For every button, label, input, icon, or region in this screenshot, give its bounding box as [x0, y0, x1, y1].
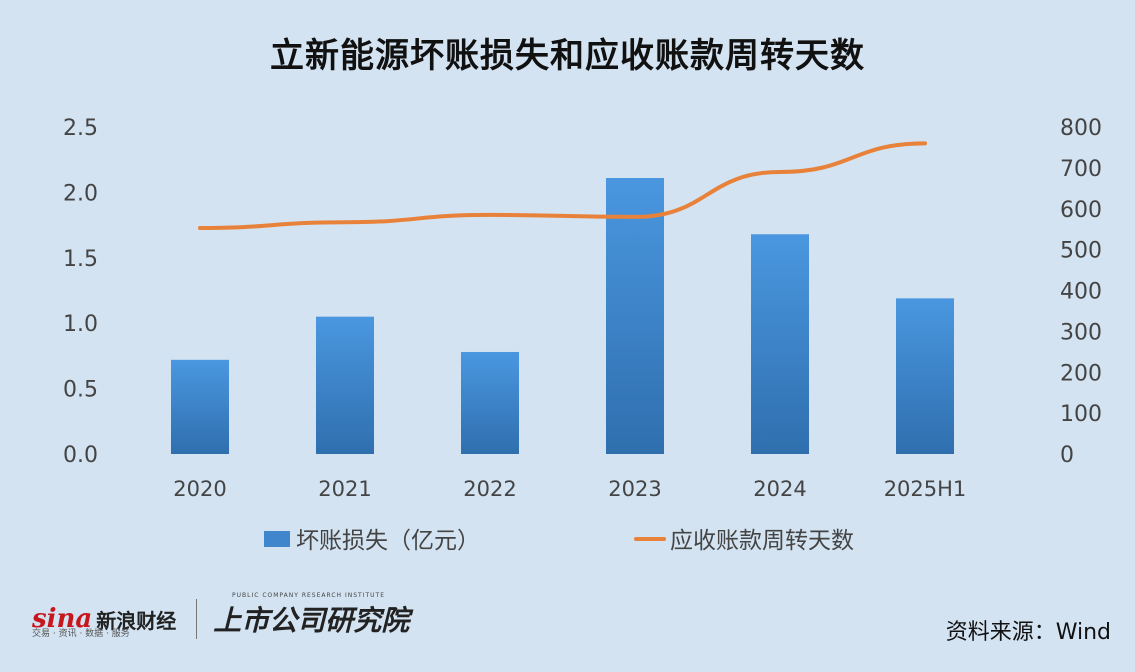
institute-logo-name: 上市公司研究院 — [213, 604, 410, 637]
x-axis-tick-label: 2023 — [608, 477, 661, 501]
left-axis-tick-label: 2.0 — [63, 181, 98, 206]
sina-logo-mark: sina — [32, 604, 93, 634]
x-axis-tick-label: 2020 — [173, 477, 226, 501]
right-axis-tick-label: 100 — [1060, 402, 1102, 427]
logo-divider — [196, 599, 198, 639]
bar — [171, 359, 229, 454]
x-axis-tick-label: 2022 — [463, 477, 516, 501]
left-axis-tick-label: 0.0 — [63, 443, 98, 468]
left-axis-tick-label: 2.5 — [63, 116, 98, 141]
data-source: 资料来源：Wind — [945, 620, 1111, 645]
sina-finance-logo: sina 新浪财经 交易 · 资讯 · 数据 · 服务 上市公司研究院 PUBL… — [32, 592, 410, 640]
left-axis-tick-label: 1.0 — [63, 312, 98, 337]
sina-logo-name: 新浪财经 — [96, 608, 177, 633]
bar — [461, 351, 519, 454]
right-axis-tick-label: 600 — [1060, 198, 1102, 223]
right-axis-tick-label: 500 — [1060, 239, 1102, 264]
institute-logo-english: PUBLIC COMPANY RESEARCH INSTITUTE — [232, 592, 385, 599]
left-axis-tick-label: 0.5 — [63, 378, 98, 403]
right-axis-tick-label: 300 — [1060, 320, 1102, 345]
bar — [316, 316, 374, 454]
legend-bar-swatch — [264, 531, 290, 547]
right-axis-tick-label: 800 — [1060, 116, 1102, 141]
legend-line-label: 应收账款周转天数 — [670, 528, 854, 554]
right-axis-tick-label: 0 — [1060, 443, 1074, 468]
bar — [751, 234, 809, 454]
chart-title: 立新能源坏账损失和应收账款周转天数 — [270, 36, 865, 76]
x-axis-tick-label: 2025H1 — [884, 477, 967, 501]
right-axis-tick-label: 700 — [1060, 157, 1102, 182]
line-series-path — [198, 141, 927, 230]
x-axis-tick-label: 2024 — [753, 477, 806, 501]
legend-bar-label: 坏账损失（亿元） — [296, 528, 480, 554]
right-axis-tick-label: 400 — [1060, 280, 1102, 305]
sina-logo-tagline: 交易 · 资讯 · 数据 · 服务 — [32, 629, 130, 639]
bar — [606, 178, 664, 454]
right-axis-tick-label: 200 — [1060, 361, 1102, 386]
x-axis-tick-label: 2021 — [318, 477, 371, 501]
bar — [896, 298, 954, 454]
left-axis-tick-label: 1.5 — [63, 247, 98, 272]
